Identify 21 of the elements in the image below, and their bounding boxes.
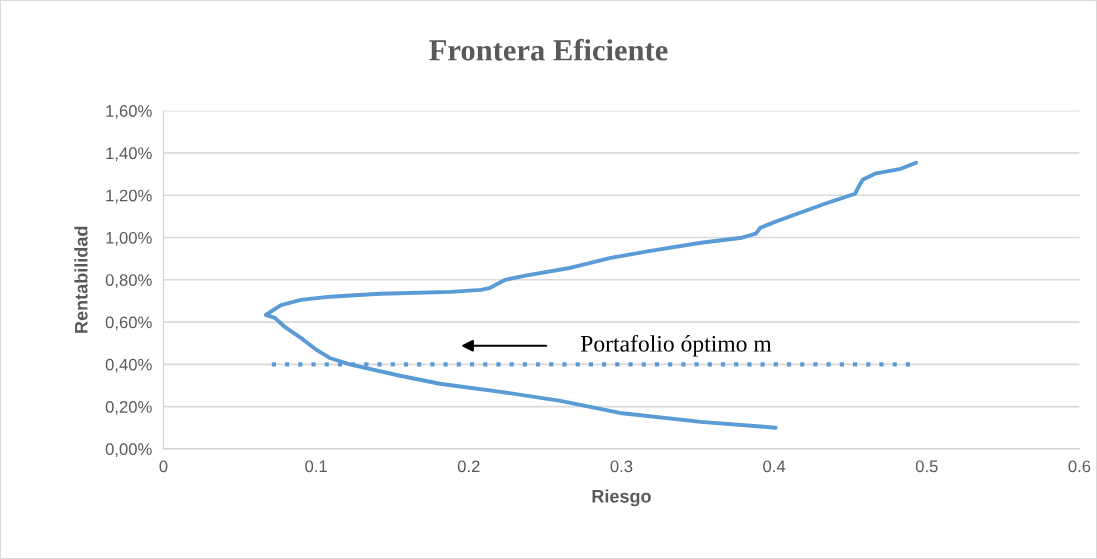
y-tick-label: 0,40% [105, 358, 152, 373]
x-tick-label: 0.5 [915, 460, 938, 473]
y-tick-label: 0,60% [105, 316, 152, 331]
x-tick-label: 0 [159, 460, 168, 473]
y-tick-label: 1,60% [106, 105, 152, 119]
y-tick-label: 0,00% [105, 443, 152, 458]
annotation: Portafolio óptimo m [580, 334, 772, 357]
x-axis-title: Riesgo [592, 489, 651, 507]
x-tick-label: 0.2 [457, 460, 480, 473]
x-tick-label: 0.6 [1068, 460, 1091, 473]
x-tick-label: 0.3 [610, 460, 633, 473]
y-tick-label: 1,40% [106, 147, 152, 162]
line-series [263, 160, 919, 430]
y-tick-label: 0,80% [105, 274, 152, 288]
chart-title: Frontera Eficiente [429, 38, 668, 61]
y-tick-label: 1,00% [106, 231, 152, 246]
y-tick-label: 0,20% [105, 401, 152, 415]
x-tick-label: 0.1 [305, 460, 327, 473]
x-tick-label: 0.4 [763, 460, 786, 473]
y-tick-label: 1,20% [106, 189, 152, 204]
y-axis-title: Rentabilidad [74, 226, 88, 333]
